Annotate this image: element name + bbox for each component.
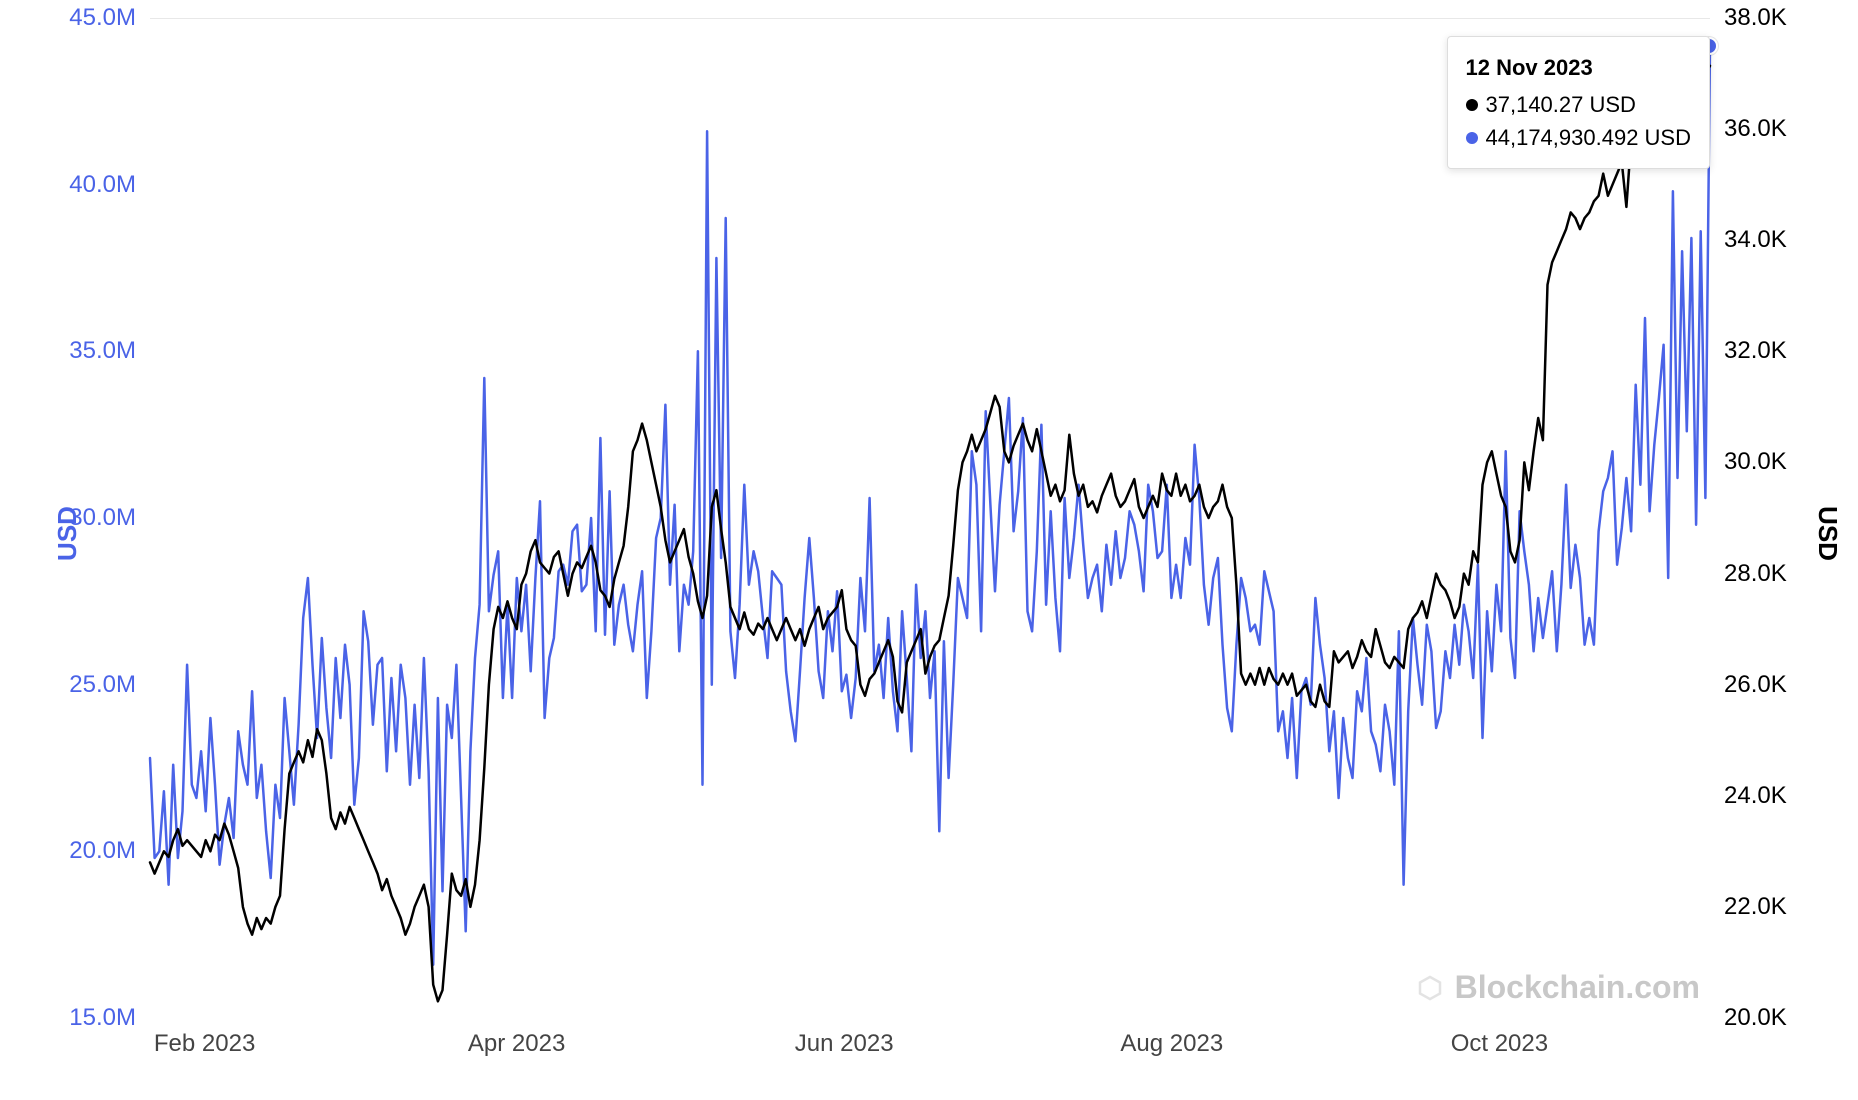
y-right-tick: 32.0K: [1710, 337, 1787, 365]
series-miners-revenue-usd: [150, 45, 1710, 965]
x-tick: Feb 2023: [154, 1018, 255, 1058]
tooltip-value: 37,140.27 USD: [1486, 88, 1636, 121]
y-right-tick: 24.0K: [1710, 782, 1787, 810]
x-tick: Jun 2023: [795, 1018, 894, 1058]
tooltip-row: 44,174,930.492 USD: [1466, 121, 1692, 154]
plot-area[interactable]: 15.0M20.0M25.0M30.0M35.0M40.0M45.0M20.0K…: [150, 18, 1710, 1018]
y-right-tick: 26.0K: [1710, 671, 1787, 699]
y-left-tick: 25.0M: [69, 671, 150, 699]
y-left-tick: 40.0M: [69, 171, 150, 199]
tooltip-value: 44,174,930.492 USD: [1486, 121, 1692, 154]
chart-container: 15.0M20.0M25.0M30.0M35.0M40.0M45.0M20.0K…: [0, 0, 1858, 1100]
watermark-text: Blockchain.com: [1455, 969, 1700, 1006]
tooltip-dot-icon: [1466, 132, 1478, 144]
y-left-tick: 20.0M: [69, 837, 150, 865]
x-tick: Oct 2023: [1451, 1018, 1548, 1058]
blockchain-logo-icon: [1415, 973, 1445, 1003]
tooltip-dot-icon: [1466, 99, 1478, 111]
y-right-tick: 34.0K: [1710, 226, 1787, 254]
y-left-tick: 35.0M: [69, 337, 150, 365]
y-right-tick: 38.0K: [1710, 4, 1787, 32]
y-left-tick: 45.0M: [69, 4, 150, 32]
y-right-tick: 28.0K: [1710, 560, 1787, 588]
tooltip: 12 Nov 2023 37,140.27 USD44,174,930.492 U…: [1447, 36, 1711, 169]
y-right-tick: 22.0K: [1710, 893, 1787, 921]
y-right-tick: 20.0K: [1710, 1004, 1787, 1032]
x-tick: Aug 2023: [1120, 1018, 1223, 1058]
watermark: Blockchain.com: [1415, 969, 1700, 1006]
tooltip-title: 12 Nov 2023: [1466, 51, 1692, 84]
y-right-tick: 30.0K: [1710, 448, 1787, 476]
x-tick: Apr 2023: [468, 1018, 565, 1058]
tooltip-row: 37,140.27 USD: [1466, 88, 1692, 121]
series-market-price-usd: [150, 51, 1710, 1001]
y-axis-left-label: USD: [52, 506, 83, 561]
y-right-tick: 36.0K: [1710, 115, 1787, 143]
y-left-tick: 15.0M: [69, 1004, 150, 1032]
y-axis-right-label: USD: [1812, 506, 1843, 561]
